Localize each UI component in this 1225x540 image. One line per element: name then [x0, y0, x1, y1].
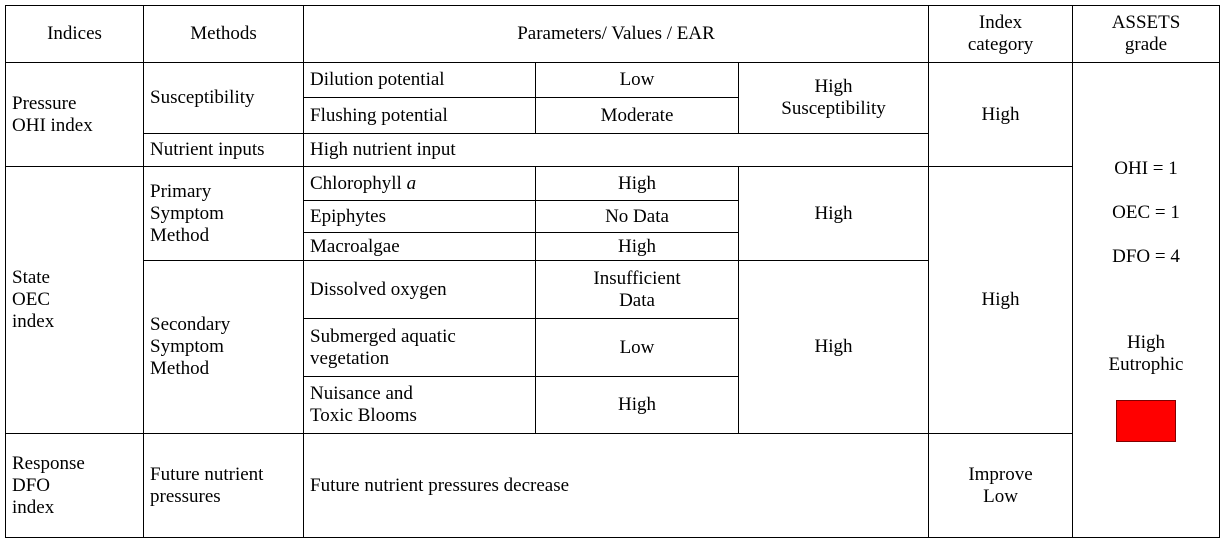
method-cell: Primary Symptom Method [143, 166, 304, 261]
header-cell: Parameters/ Values / EAR [302, 5, 930, 63]
param-cell: High nutrient input [302, 133, 930, 167]
param-cell: Epiphytes [303, 200, 536, 233]
value-cell: Low [535, 318, 739, 377]
method-cell: Future nutrient pressures [143, 433, 304, 538]
method-cell: Susceptibility [143, 62, 304, 134]
row: Secondary Symptom Method Dissolved oxyge… [6, 260, 1220, 434]
value-cell: High [535, 232, 739, 261]
red-indicator [1116, 400, 1177, 442]
index-cell: Response DFO index [5, 433, 144, 538]
value-cell: Moderate [535, 97, 739, 134]
result-cell: High Susceptibility [737, 62, 930, 134]
category-cell: High [928, 166, 1074, 434]
param-cell: Submerged aquatic vegetation [303, 318, 536, 377]
param-cell: Macroalgae [303, 232, 536, 261]
header-cell: ASSETS grade [1072, 5, 1221, 63]
header-cell: Indices [5, 5, 144, 63]
index-cell: State OEC index [5, 166, 144, 434]
row: Submerged aquatic vegetation Low [6, 318, 1220, 377]
category-cell: Improve Low [928, 433, 1074, 538]
method-cell: Secondary Symptom Method [143, 260, 304, 434]
row: State OEC index Primary Symptom Method C… [5, 166, 1220, 434]
result-cell: High [737, 166, 930, 261]
value-cell: High [535, 376, 739, 434]
header-cell: Index category [928, 5, 1074, 63]
row: Response DFO index Future nutrient press… [5, 433, 1220, 538]
result-cell: High [737, 260, 930, 434]
param-cell: Dissolved oxygen [303, 260, 536, 319]
param-cell: Nuisance and Toxic Blooms [303, 376, 536, 434]
value-cell: No Data [535, 200, 739, 233]
assets-table: Indices Methods Parameters/ Values / EAR… [5, 5, 1221, 538]
row: Flushing potential Moderate [6, 97, 1220, 134]
param-cell: Dilution potential [303, 62, 536, 98]
header-row: Indices Methods Parameters/ Values / EAR… [5, 5, 1221, 63]
grade-line: OHI = 1 [1114, 158, 1178, 179]
method-cell: Nutrient inputs [143, 133, 304, 167]
row: Pressure OHI index Susceptibility Diluti… [5, 62, 1221, 538]
grade-status: High Eutrophic [1108, 332, 1184, 375]
param-italic: a [406, 172, 417, 194]
value-cell: Low [535, 62, 739, 98]
grade-cell: OHI = 1 OEC = 1 DFO = 4 High Eutrophic [1072, 62, 1221, 538]
row: Nutrient inputs High nutrient input [6, 133, 1220, 167]
row: Macroalgae High [6, 232, 1220, 261]
param-text: Chlorophyll [310, 172, 402, 194]
category-cell: High [928, 62, 1074, 167]
row: Epiphytes No Data [6, 200, 1220, 233]
param-cell: Future nutrient pressures decrease [302, 433, 930, 538]
index-cell: Pressure OHI index [5, 62, 144, 167]
grade-line: OEC = 1 [1112, 202, 1180, 223]
grade-line: DFO = 4 [1112, 246, 1180, 267]
value-cell: Insufficient Data [535, 260, 739, 319]
header-cell: Methods [143, 5, 304, 63]
param-cell: Chlorophyll a [303, 166, 536, 201]
value-cell: High [535, 166, 739, 201]
param-cell: Flushing potential [303, 97, 536, 134]
